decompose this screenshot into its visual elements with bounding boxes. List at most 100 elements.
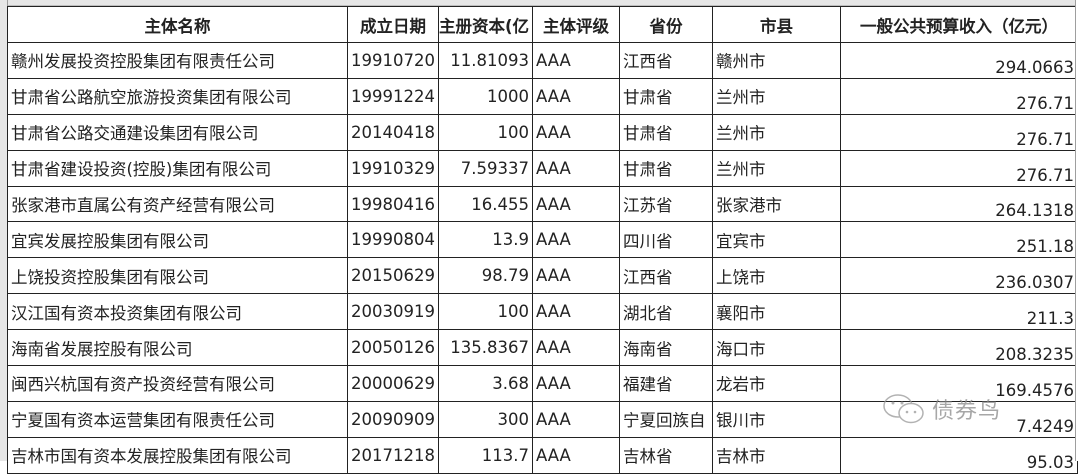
cell-public-budget-revenue[interactable]: 251.18 <box>840 221 1079 259</box>
cell-city[interactable]: 襄阳市 <box>712 293 842 331</box>
cell-city[interactable]: 海口市 <box>712 329 842 367</box>
header-city[interactable]: 市县 <box>712 6 842 43</box>
cell-rating[interactable]: AAA <box>532 185 621 223</box>
cell-entity-name[interactable]: 甘肃省建设投资(控股)集团有限公司 <box>7 149 348 187</box>
cell-founded-date[interactable]: 20171218 <box>347 436 439 474</box>
cell-founded-date[interactable]: 20000629 <box>347 365 439 402</box>
cell-rating[interactable]: AAA <box>532 329 621 367</box>
cell-rating[interactable]: AAA <box>532 365 621 402</box>
cell-public-budget-revenue[interactable]: 236.0307 <box>840 257 1079 295</box>
table-row: 张家港市直属公有资产经营有限公司 19980416 16.455 AAA 江苏省 张家港市… <box>7 185 1079 223</box>
cell-public-budget-revenue[interactable]: 264.1318 <box>840 185 1079 223</box>
cell-entity-name[interactable]: 宁夏国有资本运营集团有限责任公司 <box>7 400 348 438</box>
cell-province[interactable]: 湖北省 <box>619 293 714 331</box>
cell-rating[interactable]: AAA <box>532 113 621 151</box>
cell-registered-capital[interactable]: 3.68 <box>437 365 534 402</box>
header-rating[interactable]: 主体评级 <box>532 6 621 43</box>
cell-entity-name[interactable]: 汉江国有资本投资集团有限公司 <box>7 293 348 331</box>
cell-registered-capital[interactable]: 13.9 <box>437 221 534 259</box>
cell-province[interactable]: 江西省 <box>619 257 714 295</box>
cell-registered-capital[interactable]: 135.8367 <box>437 329 534 367</box>
cell-public-budget-revenue[interactable]: 276.71 <box>840 77 1079 115</box>
cell-city[interactable]: 兰州市 <box>712 113 842 151</box>
cell-city[interactable]: 银川市 <box>712 400 842 438</box>
cell-registered-capital[interactable]: 100 <box>437 113 534 151</box>
cell-founded-date[interactable]: 20090909 <box>347 400 439 438</box>
cell-founded-date[interactable]: 19980416 <box>347 185 439 223</box>
sheet-right-edge <box>1075 0 1080 461</box>
cell-founded-date[interactable]: 19991224 <box>347 77 439 115</box>
cell-entity-name[interactable]: 赣州发展投资控股集团有限责任公司 <box>7 42 348 79</box>
cell-public-budget-revenue[interactable]: 294.0663 <box>840 42 1079 79</box>
cell-founded-date[interactable]: 19990804 <box>347 221 439 259</box>
cell-rating[interactable]: AAA <box>532 149 621 187</box>
cell-registered-capital[interactable]: 98.79 <box>437 257 534 295</box>
cell-province[interactable]: 甘肃省 <box>619 149 714 187</box>
cell-province[interactable]: 吉林省 <box>619 436 714 474</box>
cell-entity-name[interactable]: 海南省发展控股有限公司 <box>7 329 348 367</box>
cell-public-budget-revenue[interactable]: 211.3 <box>840 293 1079 331</box>
cell-rating[interactable]: AAA <box>532 42 621 79</box>
cell-rating[interactable]: AAA <box>532 77 621 115</box>
cell-city[interactable]: 宜宾市 <box>712 221 842 259</box>
cell-province[interactable]: 四川省 <box>619 221 714 259</box>
cell-public-budget-revenue[interactable]: 95.03 <box>840 436 1079 474</box>
cell-founded-date[interactable]: 20030919 <box>347 293 439 331</box>
cell-registered-capital[interactable]: 7.59337 <box>437 149 534 187</box>
cell-registered-capital[interactable]: 300 <box>437 400 534 438</box>
cell-entity-name[interactable]: 张家港市直属公有资产经营有限公司 <box>7 185 348 223</box>
cell-registered-capital[interactable]: 113.7 <box>437 436 534 474</box>
cell-founded-date[interactable]: 19910329 <box>347 149 439 187</box>
cell-rating[interactable]: AAA <box>532 400 621 438</box>
cell-entity-name[interactable]: 闽西兴杭国有资产投资经营有限公司 <box>7 365 348 402</box>
cell-province[interactable]: 甘肃省 <box>619 77 714 115</box>
header-founded-date[interactable]: 成立日期 <box>347 6 439 43</box>
cell-founded-date[interactable]: 20050126 <box>347 329 439 367</box>
cell-public-budget-revenue[interactable]: 169.4576 <box>840 365 1079 402</box>
cell-founded-date[interactable]: 20150629 <box>347 257 439 295</box>
cell-entity-name[interactable]: 宜宾发展控股集团有限公司 <box>7 221 348 259</box>
cell-city[interactable]: 兰州市 <box>712 77 842 115</box>
cell-entity-name[interactable]: 甘肃省公路航空旅游投资集团有限公司 <box>7 77 348 115</box>
cell-rating[interactable]: AAA <box>532 221 621 259</box>
cell-rating[interactable]: AAA <box>532 436 621 474</box>
table-row: 宜宾发展控股集团有限公司 19990804 13.9 AAA 四川省 宜宾市 251.18 <box>7 221 1079 259</box>
cell-founded-date[interactable]: 19910720 <box>347 42 439 79</box>
cell-registered-capital[interactable]: 1000 <box>437 77 534 115</box>
cell-city[interactable]: 龙岩市 <box>712 365 842 402</box>
header-registered-capital[interactable]: 主册资本(亿 <box>437 6 534 43</box>
cell-entity-name[interactable]: 上饶投资控股集团有限公司 <box>7 257 348 295</box>
cell-city[interactable]: 张家港市 <box>712 185 842 223</box>
header-row: 主体名称 成立日期 主册资本(亿 主体评级 省份 市县 一般公共预算收入（亿元） <box>7 6 1079 43</box>
cell-rating[interactable]: AAA <box>532 257 621 295</box>
cell-province[interactable]: 福建省 <box>619 365 714 402</box>
cell-public-budget-revenue[interactable]: 276.71 <box>840 113 1079 151</box>
cell-public-budget-revenue[interactable]: 208.3235 <box>840 329 1079 367</box>
table-row: 闽西兴杭国有资产投资经营有限公司 20000629 3.68 AAA 福建省 龙岩市 169… <box>7 365 1079 402</box>
cell-city[interactable]: 赣州市 <box>712 42 842 79</box>
header-entity-name[interactable]: 主体名称 <box>7 6 348 43</box>
cell-rating[interactable]: AAA <box>532 293 621 331</box>
cell-province[interactable]: 宁夏回族自 <box>619 400 714 438</box>
cell-entity-name[interactable]: 甘肃省公路交通建设集团有限公司 <box>7 113 348 151</box>
header-province[interactable]: 省份 <box>619 6 714 43</box>
table-row: 汉江国有资本投资集团有限公司 20030919 100 AAA 湖北省 襄阳市 211.3 <box>7 293 1079 331</box>
cell-public-budget-revenue[interactable]: 276.71 <box>840 149 1079 187</box>
cell-city[interactable]: 兰州市 <box>712 149 842 187</box>
cell-province[interactable]: 江西省 <box>619 42 714 79</box>
cell-founded-date[interactable]: 20140418 <box>347 113 439 151</box>
cell-registered-capital[interactable]: 11.81093 <box>437 42 534 79</box>
header-public-budget-revenue[interactable]: 一般公共预算收入（亿元） <box>840 6 1079 43</box>
cell-public-budget-revenue[interactable]: 7.4249 <box>840 400 1079 438</box>
cell-registered-capital[interactable]: 100 <box>437 293 534 331</box>
cell-entity-name[interactable]: 吉林市国有资本发展控股集团有限公司 <box>7 436 348 474</box>
cell-city[interactable]: 上饶市 <box>712 257 842 295</box>
cell-province[interactable]: 海南省 <box>619 329 714 367</box>
table-row: 吉林市国有资本发展控股集团有限公司 20171218 113.7 AAA 吉林省 吉林市 9… <box>7 436 1079 474</box>
cell-province[interactable]: 甘肃省 <box>619 113 714 151</box>
cell-registered-capital[interactable]: 16.455 <box>437 185 534 223</box>
cell-province[interactable]: 江苏省 <box>619 185 714 223</box>
table-row: 甘肃省建设投资(控股)集团有限公司 19910329 7.59337 AAA 甘肃省 兰州… <box>7 149 1079 187</box>
cell-city[interactable]: 吉林市 <box>712 436 842 474</box>
column-header-strip <box>0 0 1080 6</box>
